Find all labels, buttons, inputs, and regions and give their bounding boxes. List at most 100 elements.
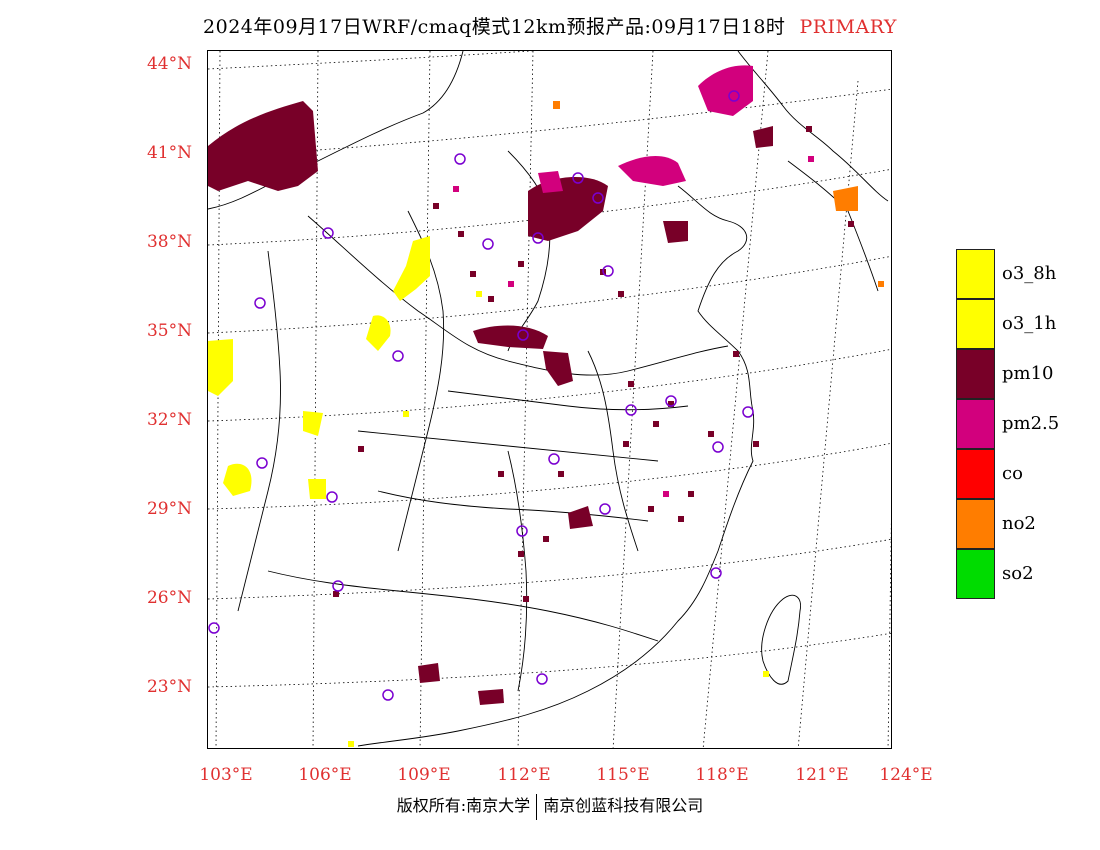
- province-border-10: [507, 150, 551, 352]
- pm10-area: [568, 506, 593, 529]
- legend-swatch: [956, 249, 995, 299]
- graticule-lon-121: [797, 80, 859, 748]
- pollution-cell: [808, 156, 814, 162]
- province-border-5: [377, 490, 649, 522]
- station-marker: [625, 404, 637, 416]
- o38h-area: [393, 236, 430, 301]
- pm25-area: [538, 171, 563, 193]
- graticule-lon-118: [702, 51, 769, 748]
- coastline-korea: [787, 160, 879, 292]
- station-marker: [482, 238, 494, 250]
- title-tag: PRIMARY: [799, 16, 897, 38]
- province-border-2: [397, 210, 445, 552]
- station-marker: [572, 172, 584, 184]
- lon-label-124: 124°E: [879, 765, 933, 785]
- graticule-lon-115: [612, 51, 654, 748]
- chart-title: 2024年09月17日WRF/cmaq模式12km预报产品:09月17日18时 P…: [0, 12, 1100, 39]
- o38h-area: [208, 339, 233, 396]
- pollution-cell: [668, 401, 674, 407]
- o38h-area: [308, 479, 326, 499]
- pollution-cell: [618, 291, 624, 297]
- province-border-9: [237, 250, 281, 612]
- graticule-lat-41: [208, 88, 891, 158]
- pollution-cell: [688, 491, 694, 497]
- coastline-bohai: [357, 185, 755, 747]
- pollution-cell: [628, 381, 634, 387]
- pollution-cell: [763, 671, 769, 677]
- legend-label: o3_8h: [1002, 263, 1057, 284]
- taiwan-outline: [761, 594, 801, 685]
- lat-label-41: 41°N: [146, 143, 192, 163]
- pm25-area: [698, 65, 753, 116]
- legend-swatch: [956, 299, 995, 349]
- pollution-cell: [358, 446, 364, 452]
- pm10-area: [478, 689, 504, 705]
- station-marker: [742, 406, 754, 418]
- national-border-north: [208, 51, 464, 210]
- legend-label: no2: [1002, 513, 1036, 534]
- pm10-area: [663, 221, 688, 243]
- legend-label: so2: [1002, 563, 1034, 584]
- graticule-lat-23: [208, 632, 891, 688]
- pm25-area: [618, 155, 686, 186]
- graticule-lat-26: [208, 538, 891, 600]
- lat-label-38: 38°N: [146, 232, 192, 252]
- lon-label-112: 112°E: [497, 765, 551, 785]
- no2-area: [833, 186, 858, 211]
- lat-label-23: 23°N: [146, 677, 192, 697]
- station-marker: [256, 457, 268, 469]
- station-marker: [208, 622, 220, 634]
- pm10-area: [418, 663, 440, 683]
- lat-label-29: 29°N: [146, 499, 192, 519]
- province-border-7: [507, 450, 528, 692]
- pollution-cell: [848, 221, 854, 227]
- pollution-cell: [558, 471, 564, 477]
- station-marker: [392, 350, 404, 362]
- pm10-area: [473, 325, 548, 349]
- pollution-cell: [508, 281, 514, 287]
- legend-label: pm10: [1002, 363, 1054, 384]
- pollution-cell: [470, 271, 476, 277]
- legend-item: so2: [956, 549, 1100, 599]
- pollution-cell: [523, 596, 529, 602]
- pollution-cell: [653, 421, 659, 427]
- pollution-cell: [878, 281, 884, 287]
- pollution-cell: [708, 431, 714, 437]
- station-marker: [532, 232, 544, 244]
- legend-swatch: [956, 449, 995, 499]
- legend-swatch: [956, 399, 995, 449]
- station-marker: [592, 192, 604, 204]
- station-marker: [382, 689, 394, 701]
- station-marker: [712, 441, 724, 453]
- province-border-3: [447, 390, 689, 411]
- legend-item: pm10: [956, 349, 1100, 399]
- graticule-lat-29: [208, 442, 891, 510]
- station-marker: [536, 673, 548, 685]
- pollution-cell: [806, 126, 812, 132]
- legend-label: o3_1h: [1002, 313, 1057, 334]
- lon-label-103: 103°E: [199, 765, 253, 785]
- footer-right: 南京创蓝科技有限公司: [543, 796, 704, 815]
- pollution-cell: [453, 186, 459, 192]
- title-main: 2024年09月17日WRF/cmaq模式12km预报产品:09月17日18时: [203, 16, 786, 38]
- legend-swatch: [956, 349, 995, 399]
- graticule-lat-44: [208, 51, 537, 70]
- legend-item: o3_8h: [956, 249, 1100, 299]
- pm10-area: [528, 176, 608, 241]
- pollution-cell: [518, 551, 524, 557]
- station-marker: [665, 395, 677, 407]
- map-canvas: [208, 51, 891, 748]
- legend-item: co: [956, 449, 1100, 499]
- legend-item: pm2.5: [956, 399, 1100, 449]
- lon-label-115: 115°E: [596, 765, 650, 785]
- national-border-east: [737, 51, 889, 202]
- o38h-area: [366, 315, 391, 351]
- province-border-1: [307, 215, 729, 376]
- legend-label: co: [1002, 463, 1023, 484]
- station-marker: [454, 153, 466, 165]
- station-marker: [599, 503, 611, 515]
- province-border-4: [357, 430, 659, 462]
- pollution-cell: [348, 741, 354, 747]
- lon-label-121: 121°E: [795, 765, 849, 785]
- province-border-6: [267, 570, 659, 642]
